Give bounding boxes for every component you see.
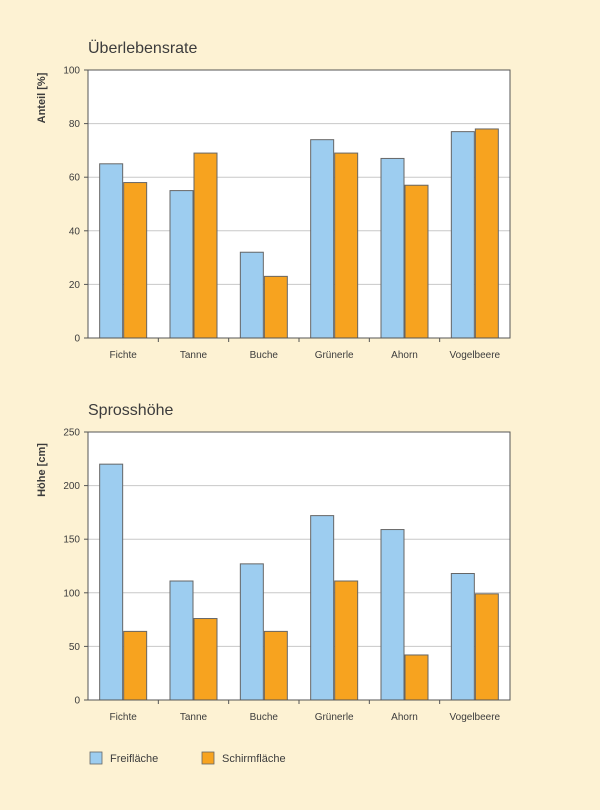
x-tick-label: Grünerle [315,712,354,723]
bar-schirmflaeche [474,593,499,701]
legend-swatch-freiflaeche [89,751,103,765]
x-tick-label: Buche [250,712,279,723]
bar-freiflaeche [99,463,124,701]
bar-freiflaeche [239,251,264,339]
bar-freiflaeche [450,131,475,339]
y-tick-label: 80 [69,119,81,130]
x-tick-label: Vogelbeere [450,350,501,361]
plot-area [88,70,510,338]
legend-label-freiflaeche: Freifläche [110,753,158,765]
y-tick-label: 60 [69,173,81,184]
y-tick-label: 250 [63,428,80,439]
plot-frame [87,69,511,339]
x-tick-label: Ahorn [391,712,418,723]
bar-schirmflaeche [193,618,218,701]
y-tick-label: 20 [69,280,81,291]
y-tick-label: 100 [63,588,80,599]
plot-frame [87,431,511,701]
bar-freiflaeche [310,139,335,339]
chart-title: Sprosshöhe [88,402,173,419]
bar-freiflaeche [310,515,335,701]
bar-freiflaeche [239,563,264,701]
bar-schirmflaeche [334,580,359,701]
bar-freiflaeche [99,163,124,339]
y-tick-label: 150 [63,535,80,546]
y-axis-label: Anteil [%] [36,72,48,123]
y-tick-label: 50 [69,642,81,653]
bar-freiflaeche [169,190,194,339]
y-tick-label: 100 [63,66,80,77]
plot-area [88,432,510,700]
bar-freiflaeche [450,573,475,701]
bar-schirmflaeche [263,630,288,701]
y-tick-label: 0 [74,334,80,345]
bar-schirmflaeche [123,630,148,701]
bar-freiflaeche [169,580,194,701]
y-tick-label: 40 [69,226,81,237]
x-tick-label: Tanne [180,712,208,723]
x-tick-label: Fichte [110,712,138,723]
bar-schirmflaeche [404,654,429,701]
bar-schirmflaeche [123,182,148,339]
legend-label-schirmflaeche: Schirmfläche [222,753,286,765]
bar-schirmflaeche [193,152,218,339]
bar-schirmflaeche [334,152,359,339]
bar-freiflaeche [380,529,405,701]
legend-swatch-schirmflaeche [201,751,215,765]
x-tick-label: Vogelbeere [450,712,501,723]
shoot-height-chart: Sprosshöhe Höhe [cm] 0 50 100 150 200 250 Fich… [36,402,511,723]
survival-rate-chart: Überlebensrate Anteil [%] 0 20 40 60 80 100 Fi… [36,39,511,361]
legend: Freifläche Schirmfläche [89,751,286,765]
bar-schirmflaeche [474,128,499,339]
x-tick-label: Grünerle [315,350,354,361]
bar-freiflaeche [380,157,405,339]
y-tick-label: 200 [63,481,80,492]
x-tick-label: Fichte [110,350,138,361]
bar-schirmflaeche [263,275,288,339]
bar-schirmflaeche [404,184,429,339]
y-tick-label: 0 [74,696,80,707]
x-tick-label: Tanne [180,350,208,361]
y-axis-label: Höhe [cm] [36,443,48,497]
x-tick-label: Ahorn [391,350,418,361]
x-tick-label: Buche [250,350,279,361]
chart-title: Überlebensrate [88,39,198,57]
